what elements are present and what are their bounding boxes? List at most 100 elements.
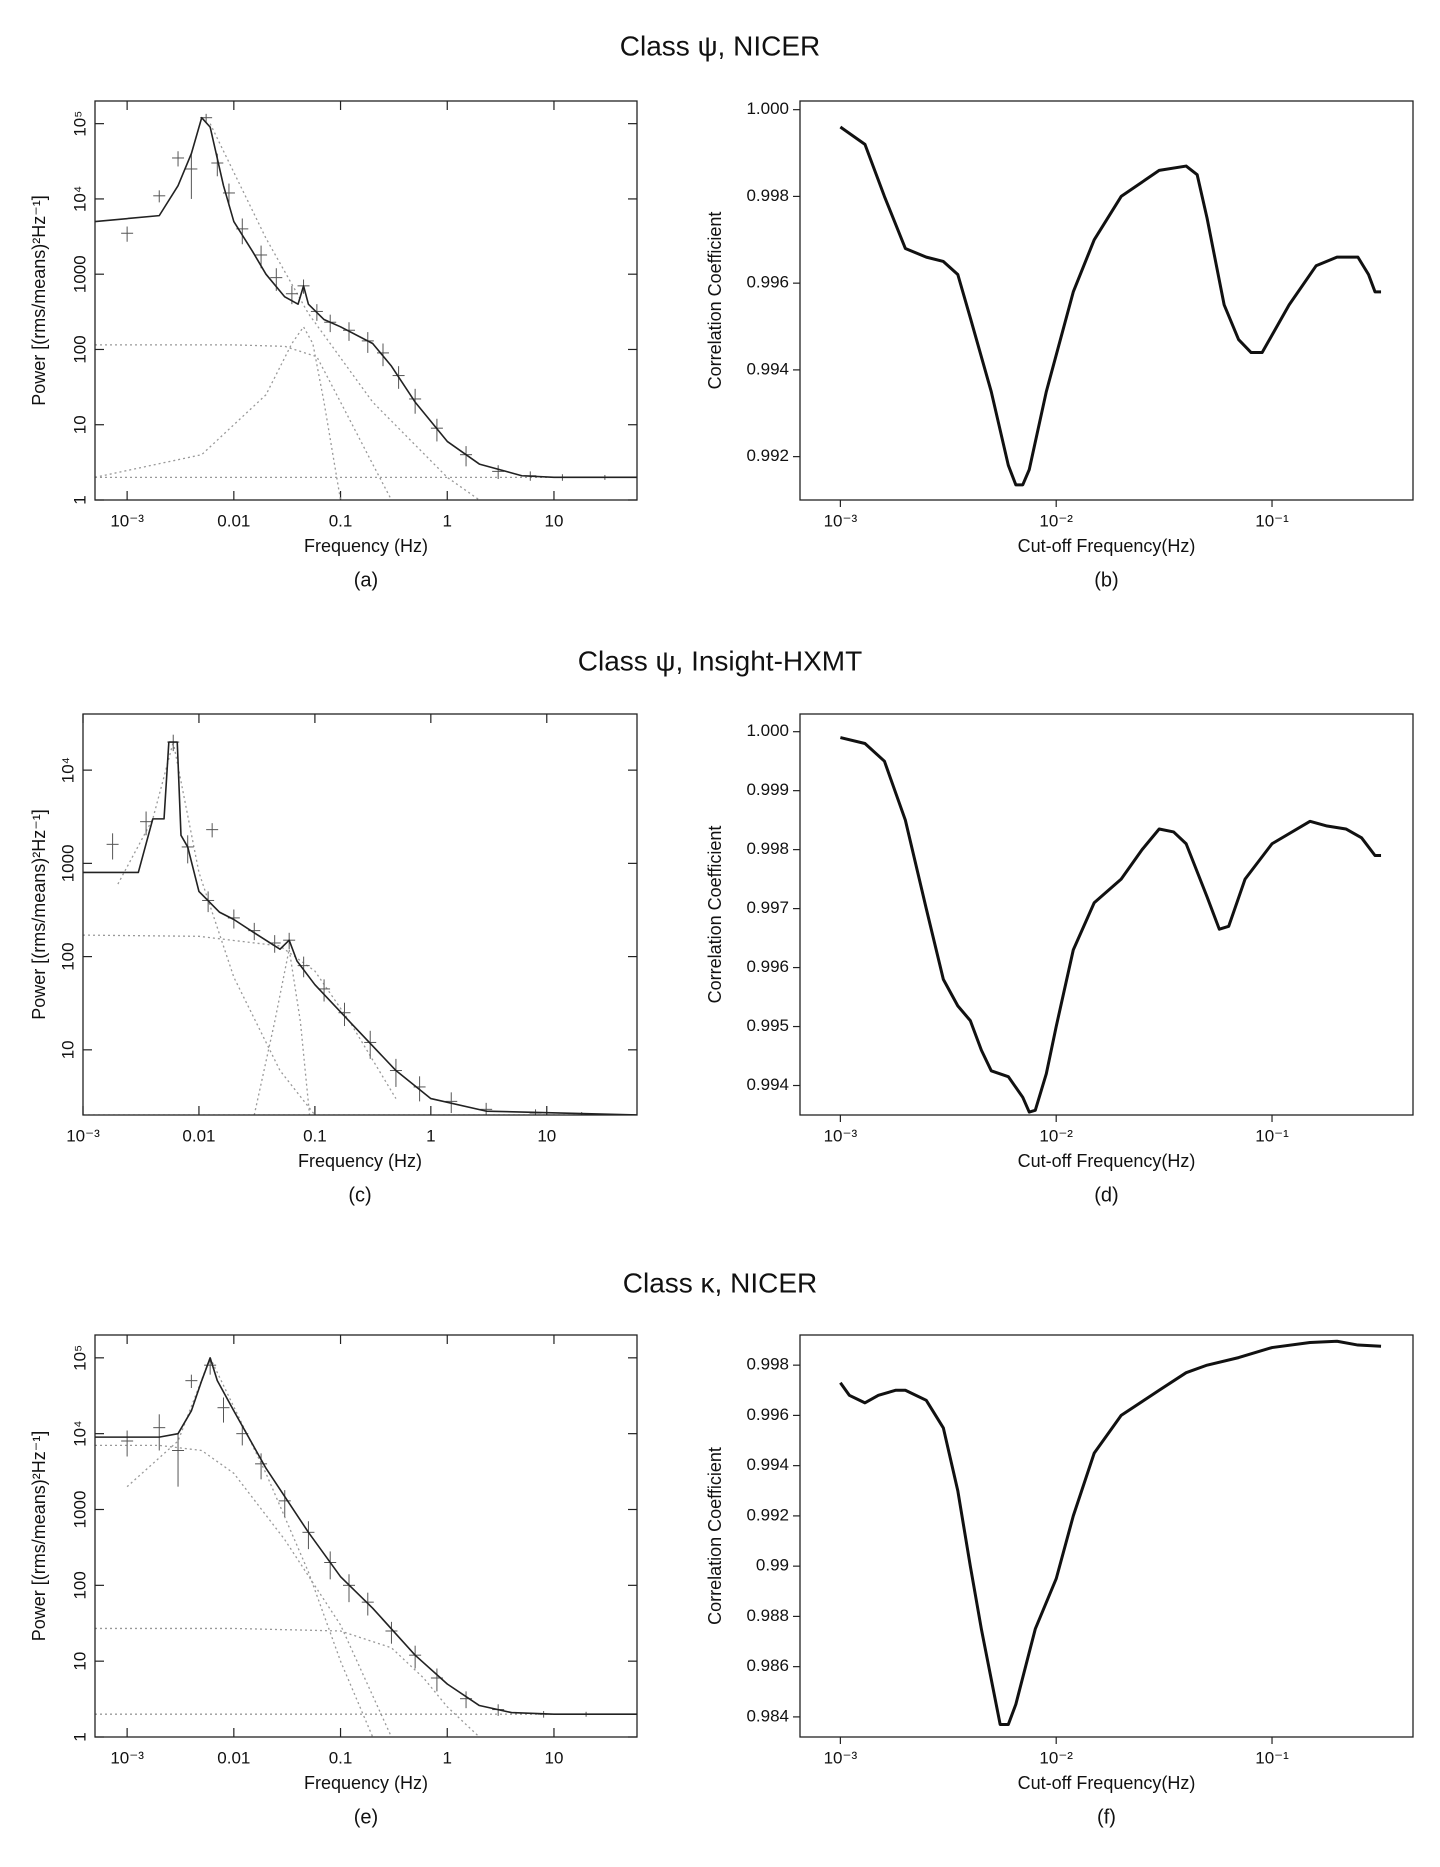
x-axis-label: Frequency (Hz) xyxy=(298,1151,422,1171)
panel: 10⁻³ 10⁻² 10⁻¹ 0.984 0.986 0.988 0.99 0.992 0.99… xyxy=(705,1334,1414,1828)
model-component xyxy=(172,741,316,1115)
y-axis-label: Correlation Coefficient xyxy=(705,1447,725,1625)
y-tick-label: 10⁴ xyxy=(70,186,89,212)
x-tick-label: 1 xyxy=(443,511,452,530)
y-axis-label: Correlation Coefficient xyxy=(705,212,725,390)
x-tick-label: 0.1 xyxy=(303,1126,327,1145)
x-axis-label: Frequency (Hz) xyxy=(304,1773,428,1793)
y-tick-label: 0.998 xyxy=(746,186,789,205)
model-component xyxy=(209,123,480,500)
y-tick-label: 100 xyxy=(58,942,77,970)
model-component xyxy=(253,948,311,1115)
x-tick-label: 10⁻¹ xyxy=(1255,511,1289,530)
y-tick-label: 1000 xyxy=(58,844,77,882)
model-component xyxy=(95,1627,480,1737)
x-tick-label: 10⁻¹ xyxy=(1255,1126,1289,1145)
x-axis-label: Cut-off Frequency(Hz) xyxy=(1018,1151,1196,1171)
caption: (c) xyxy=(348,1184,371,1206)
y-tick-label: 1.000 xyxy=(746,721,789,740)
caption: (a) xyxy=(354,569,378,591)
x-axis-label: Frequency (Hz) xyxy=(304,536,428,556)
x-tick-label: 10⁻³ xyxy=(824,1748,858,1767)
x-tick-label: 10⁻¹ xyxy=(1255,1748,1289,1767)
y-axis-label: Power [(rms/means)²Hz⁻¹] xyxy=(29,1431,49,1642)
axes-frame xyxy=(799,1334,1414,1738)
y-tick-label: 0.996 xyxy=(746,1405,789,1424)
curve xyxy=(840,736,1382,1114)
caption: (f) xyxy=(1097,1806,1116,1828)
axes-frame xyxy=(94,100,638,501)
x-tick-label: 10⁻³ xyxy=(824,511,858,530)
y-tick-label: 0.994 xyxy=(746,359,789,378)
x-tick-label: 10⁻³ xyxy=(66,1126,100,1145)
row-title: Class ψ, NICER xyxy=(620,30,820,61)
model-component xyxy=(126,1357,211,1488)
x-tick-label: 0.1 xyxy=(329,1748,353,1767)
model-component xyxy=(83,934,397,1099)
y-tick-label: 10 xyxy=(70,415,89,434)
x-tick-label: 10 xyxy=(545,511,564,530)
axes-frame xyxy=(799,100,1414,501)
model-curve xyxy=(83,741,637,1115)
y-tick-label: 100 xyxy=(70,1571,89,1599)
x-tick-label: 10 xyxy=(545,1748,564,1767)
panel: 10⁻³ 0.01 0.1 1 10 1 10 100 1000 10⁴ 10⁵ Frequency … xyxy=(29,100,638,591)
curve xyxy=(839,1339,1382,1726)
y-tick-label: 0.998 xyxy=(746,839,789,858)
x-tick-label: 0.1 xyxy=(329,511,353,530)
axes-frame xyxy=(799,713,1414,1116)
panel: 10⁻³ 10⁻² 10⁻¹ 0.992 0.994 0.996 0.998 1.000 Cut… xyxy=(705,99,1414,591)
x-tick-label: 10⁻³ xyxy=(110,511,144,530)
y-tick-label: 0.994 xyxy=(746,1455,789,1474)
plot-area xyxy=(840,736,1382,1114)
y-tick-label: 10⁵ xyxy=(70,1345,89,1371)
axes-frame xyxy=(82,713,638,1116)
plot-area xyxy=(839,125,1382,487)
y-tick-label: 1000 xyxy=(70,255,89,293)
y-tick-label: 0.992 xyxy=(746,446,789,465)
plot-area xyxy=(95,113,637,500)
x-tick-label: 1 xyxy=(426,1126,435,1145)
x-tick-label: 0.01 xyxy=(217,511,250,530)
x-tick-label: 10⁻² xyxy=(1039,1748,1073,1767)
axes-frame xyxy=(94,1334,638,1738)
y-tick-label: 10 xyxy=(58,1040,77,1059)
panel: 10⁻³ 0.01 0.1 1 10 10 100 1000 10⁴ Frequency (Hz)… xyxy=(29,713,638,1206)
model-component xyxy=(209,1357,374,1737)
model-component xyxy=(95,326,342,500)
y-tick-label: 10⁴ xyxy=(58,757,77,783)
y-tick-label: 0.988 xyxy=(746,1606,789,1625)
model-curve xyxy=(95,116,637,479)
y-tick-label: 0.986 xyxy=(746,1656,789,1675)
row-title: Class κ, NICER xyxy=(623,1267,817,1298)
y-tick-label: 1.000 xyxy=(746,99,789,118)
y-tick-label: 0.99 xyxy=(756,1556,789,1575)
y-tick-label: 1 xyxy=(70,1732,89,1741)
y-tick-label: 1000 xyxy=(70,1491,89,1529)
y-tick-label: 0.997 xyxy=(746,898,789,917)
y-tick-label: 0.992 xyxy=(746,1505,789,1524)
curve xyxy=(839,125,1382,487)
model-curve xyxy=(95,1357,637,1715)
y-tick-label: 0.994 xyxy=(746,1075,789,1094)
model-component xyxy=(117,741,174,885)
caption: (b) xyxy=(1094,569,1118,591)
row-title: Class ψ, Insight-HXMT xyxy=(578,645,862,676)
x-axis-label: Cut-off Frequency(Hz) xyxy=(1018,1773,1196,1793)
y-axis-label: Power [(rms/means)²Hz⁻¹] xyxy=(29,195,49,406)
y-tick-label: 10⁴ xyxy=(70,1421,89,1447)
model-component xyxy=(95,1444,393,1737)
y-axis-label: Power [(rms/means)²Hz⁻¹] xyxy=(29,809,49,1020)
x-axis-label: Cut-off Frequency(Hz) xyxy=(1018,536,1196,556)
caption: (d) xyxy=(1094,1184,1118,1206)
panel: 10⁻³ 10⁻² 10⁻¹ 0.994 0.995 0.996 0.997 0.998 0.9… xyxy=(705,713,1414,1206)
x-tick-label: 10⁻² xyxy=(1039,1126,1073,1145)
y-tick-label: 10⁵ xyxy=(70,111,89,137)
plot-area xyxy=(95,1357,637,1737)
x-tick-label: 1 xyxy=(443,1748,452,1767)
y-tick-label: 0.984 xyxy=(746,1706,789,1725)
plot-area xyxy=(83,734,637,1115)
x-tick-label: 10⁻³ xyxy=(110,1748,144,1767)
y-tick-label: 100 xyxy=(70,335,89,363)
